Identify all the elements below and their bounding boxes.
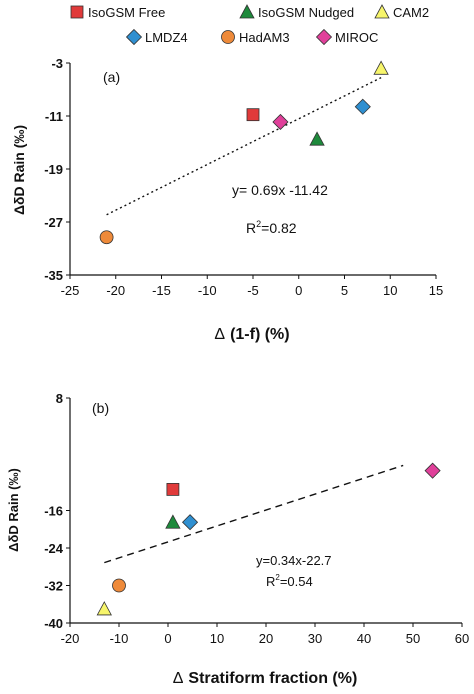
panel-b-xlabel: Δ Stratiform fraction (%) — [173, 670, 358, 687]
panel-a-point-hadam3 — [99, 230, 114, 245]
panel-a-y-tick-label: -35 — [44, 268, 63, 283]
panel-a-y-tick-label: -19 — [44, 162, 63, 177]
panel-a-point-miroc — [272, 113, 289, 131]
panel-a-point-isogsm-nudged — [309, 131, 325, 146]
legend: IsoGSM Free IsoGSM Nudged CAM2 LMDZ4 HadAM3 M… — [70, 4, 429, 46]
panel-a-xlabel: Δ (1-f) (%) — [214, 326, 289, 343]
panel-a-y-tick-label: -11 — [45, 109, 63, 124]
panel-a-y-tick-label: -3 — [51, 56, 63, 71]
panel-a-r2-exp: 2 — [256, 219, 261, 229]
panel-b-x-tick-label: 50 — [406, 631, 420, 646]
panel-b-point-miroc — [424, 462, 441, 479]
panel-a-x-tick-label: -5 — [247, 283, 259, 298]
panel-a-xlabel-prefix: Δ — [214, 326, 225, 343]
panel-a-x-tick-label: 5 — [341, 283, 348, 298]
panel-a-x-tick-label: -25 — [61, 283, 80, 298]
legend-label-hadam3: HadAM3 — [239, 30, 290, 45]
legend-marker-isogsm-nudged — [239, 4, 255, 19]
legend-label-isogsm-free: IsoGSM Free — [88, 5, 165, 20]
panel-b-x-tick-label: 30 — [308, 631, 322, 646]
panel-b-point-cam2 — [96, 601, 112, 616]
panel-b-fit-line — [104, 464, 404, 564]
panel-a-fit-line — [106, 77, 382, 216]
legend-marker-hadam3 — [221, 30, 235, 44]
panel-b-r2-prefix: R — [266, 574, 275, 589]
panel-a-y-tick-label: -27 — [44, 215, 63, 230]
panel-a-point-cam2 — [373, 60, 389, 75]
panel-b-y-tick-label: -40 — [44, 616, 63, 631]
panel-b-x-tick-label: 40 — [357, 631, 371, 646]
panel-b-y-tick-label: 8 — [56, 391, 63, 406]
panel-b-label: (b) — [92, 400, 109, 416]
legend-label-lmdz4: LMDZ4 — [145, 30, 188, 45]
panel-b-xlabel-rest: Stratiform fraction (%) — [188, 670, 357, 687]
panel-b-ylabel: ΔδD Rain (‰) — [6, 468, 21, 552]
panel-b-y-tick-label: -16 — [44, 504, 63, 519]
panel-b-point-hadam3 — [112, 578, 126, 593]
panel-b-x-tick-label: 10 — [210, 631, 224, 646]
panel-a-x-tick-label: -20 — [106, 283, 125, 298]
panel-a: (a) y= 0.69x -11.42 R2=0.82 ΔδD Rain (‰)… — [11, 56, 443, 343]
panel-b-y-tick-label: -24 — [44, 541, 64, 556]
panel-b-x-tick-label: 20 — [259, 631, 273, 646]
panel-a-x-tick-label: 15 — [429, 283, 443, 298]
panel-b-r2: R2=0.54 — [266, 573, 313, 589]
legend-label-isogsm-nudged: IsoGSM Nudged — [258, 5, 354, 20]
panel-b-r2-value: =0.54 — [280, 574, 313, 589]
panel-a-r2-value: =0.82 — [261, 220, 297, 236]
panel-a-equation: y= 0.69x -11.42 — [232, 182, 328, 198]
panel-b-point-isogsm-free — [166, 483, 180, 496]
legend-marker-cam2 — [374, 4, 390, 19]
panel-a-x-tick-label: 10 — [383, 283, 397, 298]
legend-label-cam2: CAM2 — [393, 5, 429, 20]
panel-a-r2: R2=0.82 — [246, 219, 297, 236]
panel-a-x-tick-label: -10 — [198, 283, 217, 298]
panel-b-x-tick-label: 0 — [164, 631, 171, 646]
legend-label-miroc: MIROC — [335, 30, 378, 45]
panel-b-point-isogsm-nudged — [165, 514, 181, 529]
panel-b-x-tick-label: -20 — [61, 631, 80, 646]
panel-a-point-lmdz4 — [354, 98, 371, 115]
panel-a-ylabel: ΔδD Rain (‰) — [11, 125, 27, 215]
legend-marker-lmdz4 — [125, 28, 143, 46]
legend-marker-miroc — [315, 28, 333, 46]
panel-a-x-tick-label: -15 — [152, 283, 171, 298]
panel-a-label: (a) — [103, 69, 120, 85]
legend-marker-isogsm-free — [70, 5, 84, 19]
panel-b-x-tick-label: -10 — [110, 631, 129, 646]
panel-a-r2-prefix: R — [246, 220, 256, 236]
panel-b-equation: y=0.34x-22.7 — [256, 553, 332, 568]
panel-b-xlabel-prefix: Δ — [173, 670, 184, 687]
panel-a-x-tick-label: 0 — [295, 283, 302, 298]
panel-b-point-lmdz4 — [181, 514, 199, 531]
panel-a-xlabel-rest: (1-f) (%) — [230, 326, 290, 343]
panel-b-r2-exp: 2 — [275, 573, 280, 582]
panel-b-x-tick-label: 60 — [455, 631, 469, 646]
panel-a-point-isogsm-free — [246, 108, 260, 122]
panel-b-y-tick-label: -32 — [44, 579, 63, 594]
